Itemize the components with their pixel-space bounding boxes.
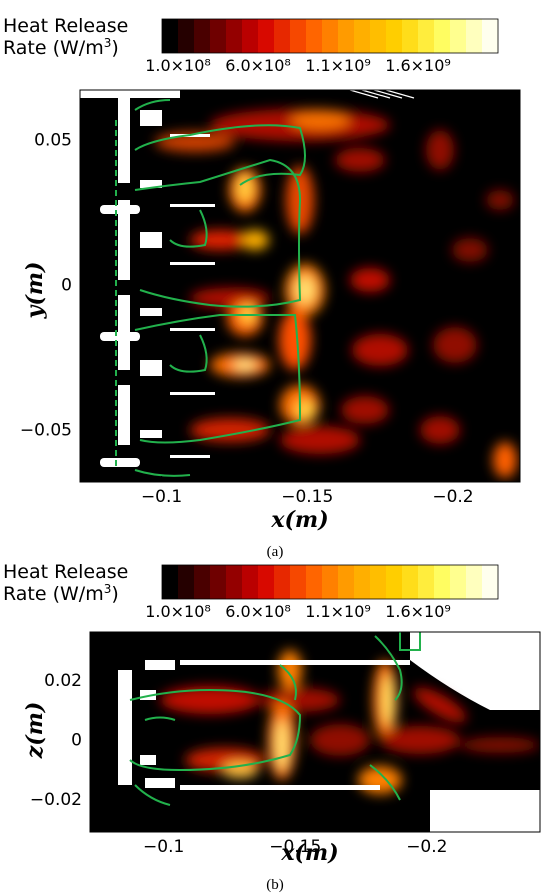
colorbar-swatch xyxy=(226,19,243,53)
colorbar-title-line1-a: Heat Release xyxy=(3,15,128,37)
flame-zones-b xyxy=(160,650,540,794)
colorbar-tick-label: 1.0×10⁸ xyxy=(145,56,211,75)
colorbar-swatch xyxy=(434,19,451,53)
colorbar-swatch xyxy=(274,565,291,599)
colorbar-swatch xyxy=(210,565,227,599)
colorbar-a xyxy=(161,18,499,54)
heatmap-field-b xyxy=(90,632,540,832)
colorbar-swatch xyxy=(162,19,179,53)
colorbar-swatch xyxy=(386,565,403,599)
colorbar-swatch xyxy=(370,565,387,599)
panel-label-a: (a) xyxy=(267,544,284,560)
y-tick-label: 0 xyxy=(71,730,82,750)
colorbar-frame xyxy=(161,18,499,54)
colorbar-swatch xyxy=(290,565,307,599)
heatmap-field-a xyxy=(80,90,520,482)
colorbar-swatch xyxy=(162,565,179,599)
panel-label-b: (b) xyxy=(266,877,284,893)
x-tick-label: −0.2 xyxy=(406,837,447,857)
x-tick-label: −0.15 xyxy=(269,837,321,857)
colorbar-tick-label: 1.6×10⁹ xyxy=(385,602,451,621)
colorbar-tick-label: 1.1×10⁹ xyxy=(305,602,371,621)
colorbar-frame xyxy=(161,564,499,600)
x-tick-label: −0.1 xyxy=(141,487,182,507)
colorbar-title-line2-b: Rate (W/m3) xyxy=(3,582,119,605)
colorbar-swatch xyxy=(402,19,419,53)
colorbar-b xyxy=(161,564,499,600)
y-tick-label: 0 xyxy=(61,276,72,296)
injector-geometry-a xyxy=(100,98,215,467)
x-tick-label: −0.15 xyxy=(281,487,333,507)
x-axis-label-a: x(m) xyxy=(270,507,328,533)
contours-b xyxy=(129,632,421,806)
x-tick-label: −0.1 xyxy=(143,837,184,857)
colorbar-swatch xyxy=(338,19,355,53)
colorbar-tick-label: 1.0×10⁸ xyxy=(145,602,211,621)
colorbar-swatch xyxy=(322,19,339,53)
colorbar-tick-label: 1.1×10⁹ xyxy=(305,56,371,75)
colorbar-swatch xyxy=(210,19,227,53)
y-tick-label: 0.05 xyxy=(34,130,72,150)
y-axis-label-b: z(m) xyxy=(22,702,48,760)
colorbar-tick-label: 6.0×10⁸ xyxy=(225,56,291,75)
nozzle-lower-wall-b xyxy=(430,790,540,832)
colorbar-swatch xyxy=(322,565,339,599)
colorbar-swatch xyxy=(258,19,275,53)
axis-ticks-a: −0.1 −0.15 −0.2 0.05 0 −0.05 xyxy=(20,130,474,507)
colorbar-swatch xyxy=(338,565,355,599)
contours-a xyxy=(115,99,306,477)
colorbar-swatch xyxy=(450,19,467,53)
colorbar-swatch xyxy=(178,565,195,599)
colorbar-swatch xyxy=(466,19,483,53)
colorbar-swatch xyxy=(258,565,275,599)
plot-frame-a xyxy=(79,89,521,483)
panel-b: Heat Release Rate (W/m3) 1.0×10⁸ 6.0×10⁸ 1… xyxy=(3,561,541,893)
colorbar-swatch xyxy=(386,19,403,53)
colorbar-swatch xyxy=(178,19,195,53)
colorbar-swatch xyxy=(194,19,211,53)
flow-arrows-a xyxy=(349,90,415,99)
x-axis-label-b: x(m) xyxy=(280,840,338,866)
colorbar-swatch xyxy=(306,565,323,599)
panel-a: Heat Release Rate (W/m3) 1.0×10⁸ 6.0×10⁸ 1… xyxy=(3,15,521,560)
colorbar-swatch xyxy=(418,565,435,599)
colorbar-swatch xyxy=(482,19,499,53)
colorbar-swatch xyxy=(434,565,451,599)
colorbar-swatch xyxy=(306,19,323,53)
colorbar-swatch xyxy=(354,565,371,599)
x-tick-label: −0.2 xyxy=(432,487,473,507)
colorbar-title-line1-b: Heat Release xyxy=(3,561,128,583)
y-tick-label: 0.02 xyxy=(44,671,82,691)
colorbar-tick-label: 6.0×10⁸ xyxy=(225,602,291,621)
colorbar-swatch xyxy=(402,565,419,599)
y-tick-label: −0.02 xyxy=(30,790,82,810)
colorbar-tick-label: 1.6×10⁹ xyxy=(385,56,451,75)
colorbar-swatch xyxy=(242,19,259,53)
colorbar-swatch xyxy=(450,565,467,599)
wall-top-a xyxy=(80,90,180,98)
colorbar-title-line2-a: Rate (W/m3) xyxy=(3,36,119,59)
colorbar-swatch xyxy=(242,565,259,599)
colorbar-swatch xyxy=(194,565,211,599)
colorbar-swatch xyxy=(482,565,499,599)
colorbar-swatch xyxy=(226,565,243,599)
colorbar-swatch xyxy=(274,19,291,53)
colorbar-swatch xyxy=(466,565,483,599)
colorbar-swatch xyxy=(290,19,307,53)
y-tick-label: −0.05 xyxy=(20,421,72,441)
colorbar-ticks-a: 1.0×10⁸ 6.0×10⁸ 1.1×10⁹ 1.6×10⁹ xyxy=(145,56,451,75)
colorbar-ticks-b: 1.0×10⁸ 6.0×10⁸ 1.1×10⁹ 1.6×10⁹ xyxy=(145,602,451,621)
axis-ticks-b: −0.1 −0.15 −0.2 0.02 0 −0.02 xyxy=(30,671,448,857)
colorbar-swatch xyxy=(370,19,387,53)
plot-frame-b xyxy=(89,631,541,833)
nozzle-upper-wall-b xyxy=(410,632,540,710)
y-axis-label-a: y(m) xyxy=(22,262,48,320)
colorbar-swatch xyxy=(418,19,435,53)
colorbar-swatch xyxy=(354,19,371,53)
